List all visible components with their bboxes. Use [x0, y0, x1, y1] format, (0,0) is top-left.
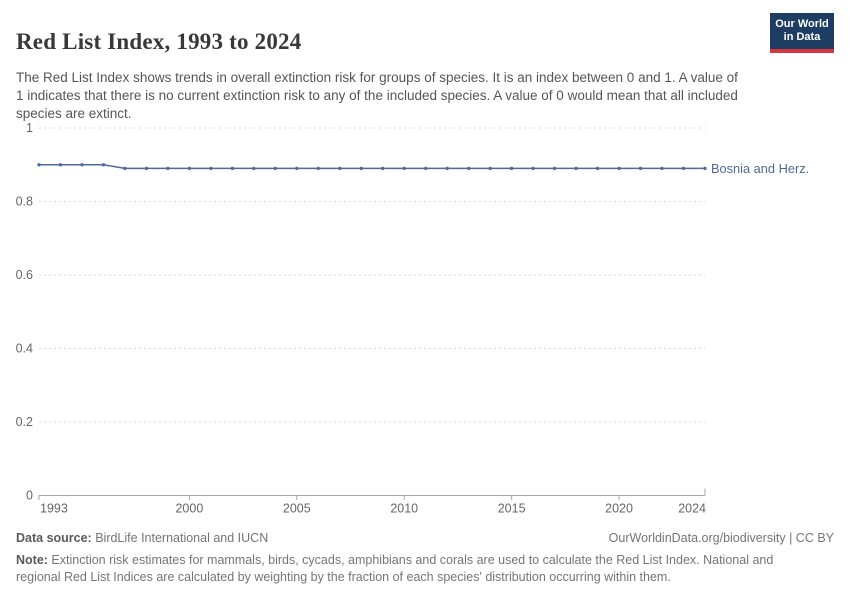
data-point[interactable] [338, 166, 342, 171]
x-tick-label: 1993 [40, 502, 68, 516]
data-point[interactable] [531, 166, 535, 171]
data-point[interactable] [509, 166, 514, 171]
y-tick-label: 0 [26, 489, 33, 503]
data-point[interactable] [638, 166, 643, 171]
chart-title: Red List Index, 1993 to 2024 [16, 29, 302, 55]
data-point[interactable] [80, 163, 84, 167]
y-tick-label: 1 [26, 121, 33, 135]
data-point[interactable] [316, 166, 320, 171]
data-point[interactable] [58, 163, 63, 167]
x-tick-label: 2000 [175, 502, 203, 516]
x-tick-label: 2015 [498, 502, 526, 516]
footer-note: Note: Extinction risk estimates for mamm… [16, 552, 808, 586]
x-tick-label: 2024 [678, 502, 706, 516]
data-point[interactable] [681, 166, 686, 171]
data-point[interactable] [660, 166, 664, 171]
y-tick-label: 0.2 [16, 415, 33, 429]
data-point[interactable] [402, 166, 406, 171]
x-tick-label: 2020 [605, 502, 633, 516]
data-source-label: Data source: [16, 531, 92, 545]
data-point[interactable] [381, 166, 385, 171]
data-line[interactable] [39, 164, 705, 170]
data-point[interactable] [488, 166, 492, 171]
data-point[interactable] [574, 166, 578, 171]
data-point[interactable] [424, 166, 428, 171]
data-point[interactable] [101, 163, 106, 167]
red-list-index-line-chart: 1 0.8 0.6 0.4 0.2 0 1993 2000 2005 2010 2015 2020 20… [16, 121, 810, 516]
owid-logo-line1: Our World [775, 18, 829, 30]
data-point[interactable] [595, 166, 600, 171]
data-point[interactable] [187, 166, 192, 171]
data-point[interactable] [252, 166, 256, 171]
data-point[interactable] [467, 166, 471, 171]
y-tick-label: 0.8 [16, 195, 33, 209]
data-source-text: BirdLife International and IUCN [91, 531, 269, 545]
data-point[interactable] [123, 166, 127, 171]
note-text: Extinction risk estimates for mammals, b… [16, 553, 774, 584]
data-point[interactable] [295, 166, 299, 171]
data-point[interactable] [617, 166, 621, 171]
x-tick-label: 2005 [283, 502, 311, 516]
data-point[interactable] [552, 166, 557, 171]
attribution-link[interactable]: OurWorldinData.org/biodiversity | CC BY [608, 531, 834, 545]
data-point[interactable] [703, 166, 707, 171]
data-point[interactable] [166, 166, 170, 171]
series-label[interactable]: Bosnia and Herz. [711, 161, 809, 176]
footer-source-row: Data source: BirdLife International and … [16, 531, 834, 545]
owid-logo[interactable]: Our World in Data [770, 13, 834, 53]
note-label: Note: [16, 553, 48, 567]
data-point[interactable] [144, 166, 149, 171]
y-tick-label: 0.6 [16, 268, 33, 282]
owid-logo-line2: in Data [783, 31, 821, 43]
y-tick-label: 0.4 [16, 342, 33, 356]
data-point[interactable] [359, 166, 363, 171]
data-point[interactable] [37, 163, 41, 167]
data-point[interactable] [209, 166, 213, 171]
data-point[interactable] [230, 166, 235, 171]
x-tick-label: 2010 [390, 502, 418, 516]
data-point[interactable] [445, 166, 449, 171]
data-point[interactable] [273, 166, 277, 171]
chart-subtitle: The Red List Index shows trends in overa… [16, 69, 738, 121]
